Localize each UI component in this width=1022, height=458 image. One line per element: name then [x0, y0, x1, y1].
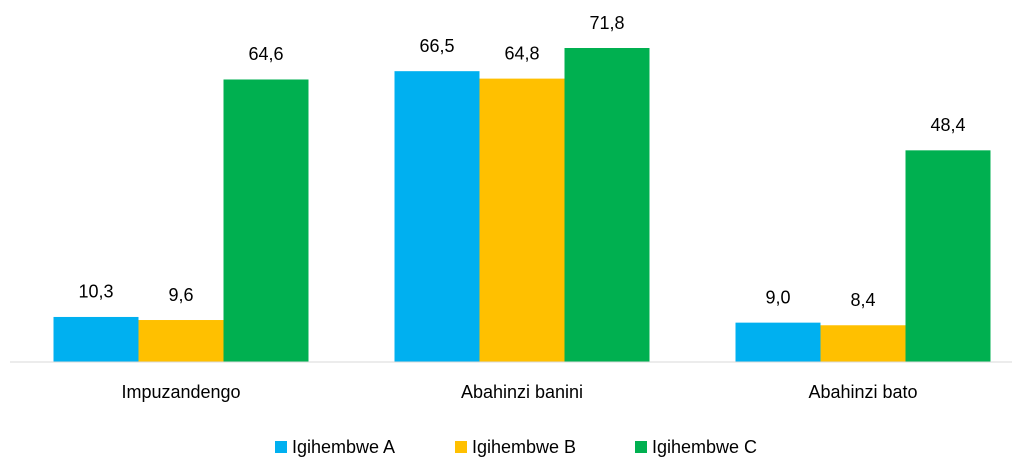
legend-label: Igihembwe B: [472, 437, 576, 457]
bar: [223, 79, 309, 363]
legend-swatch: [455, 441, 467, 453]
bar: [394, 71, 480, 362]
data-label: 71,8: [589, 13, 624, 33]
data-label: 66,5: [419, 36, 454, 56]
data-label: 9,0: [765, 287, 790, 307]
data-label: 64,6: [248, 44, 283, 64]
bar: [564, 48, 650, 362]
legend-label: Igihembwe C: [652, 437, 757, 457]
bar: [53, 316, 139, 362]
bar: [820, 325, 906, 362]
data-label: 9,6: [168, 285, 193, 305]
data-label: 10,3: [78, 282, 113, 302]
x-tick-label: Impuzandengo: [121, 382, 240, 402]
bar: [905, 150, 991, 362]
legend-swatch: [275, 441, 287, 453]
bar: [735, 322, 821, 362]
x-tick-label: Abahinzi banini: [461, 382, 583, 402]
data-label: 8,4: [850, 290, 875, 310]
data-label: 64,8: [504, 43, 539, 63]
bar: [138, 320, 224, 362]
legend-label: Igihembwe A: [292, 437, 395, 457]
legend-swatch: [635, 441, 647, 453]
x-tick-label: Abahinzi bato: [808, 382, 917, 402]
data-label: 48,4: [930, 115, 965, 135]
bar: [479, 78, 565, 362]
